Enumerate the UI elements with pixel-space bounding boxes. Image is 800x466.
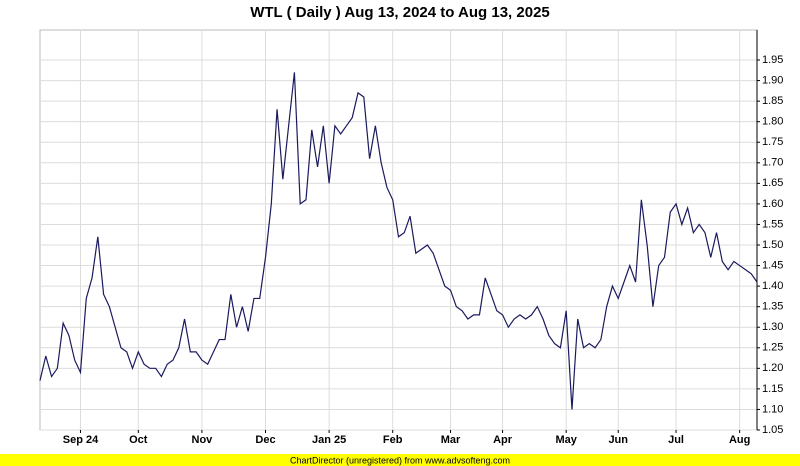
y-tick-label: 1.30 bbox=[762, 321, 783, 333]
x-tick-label: Nov bbox=[192, 434, 214, 446]
y-tick-label: 1.90 bbox=[762, 74, 783, 86]
footer: ChartDirector (unregistered) from www.ad… bbox=[290, 455, 510, 465]
x-tick-label: Aug bbox=[729, 434, 750, 446]
y-tick-label: 1.75 bbox=[762, 136, 783, 148]
x-tick-label: Jun bbox=[608, 434, 628, 446]
y-tick-label: 1.15 bbox=[762, 383, 783, 395]
plot-area bbox=[39, 29, 758, 431]
y-tick-label: 1.65 bbox=[762, 177, 783, 189]
x-tick-label: Jan 25 bbox=[312, 434, 346, 446]
y-tick-label: 1.25 bbox=[762, 342, 783, 354]
x-tick-label: Sep 24 bbox=[63, 434, 99, 446]
x-tick-label: Apr bbox=[493, 434, 513, 446]
x-tick-label: Dec bbox=[255, 434, 275, 446]
y-tick-label: 1.20 bbox=[762, 362, 783, 374]
y-tick-label: 1.95 bbox=[762, 54, 783, 66]
y-tick-label: 1.45 bbox=[762, 259, 783, 271]
chart-title: WTL ( Daily ) Aug 13, 2024 to Aug 13, 20… bbox=[250, 4, 550, 21]
x-tick-label: May bbox=[555, 434, 577, 446]
y-tick-label: 1.35 bbox=[762, 301, 783, 313]
y-tick-label: 1.70 bbox=[762, 157, 783, 169]
footer-band bbox=[0, 454, 800, 466]
x-tick-label: Mar bbox=[441, 434, 461, 446]
y-tick-label: 1.10 bbox=[762, 403, 783, 415]
x-tick-label: Jul bbox=[668, 434, 684, 446]
y-tick-label: 1.50 bbox=[762, 239, 783, 251]
y-tick-label: 1.05 bbox=[762, 424, 783, 436]
x-tick-label: Feb bbox=[383, 434, 403, 446]
y-tick-label: 1.40 bbox=[762, 280, 783, 292]
price-line bbox=[39, 72, 758, 410]
y-tick-label: 1.85 bbox=[762, 95, 783, 107]
y-tick-label: 1.60 bbox=[762, 198, 783, 210]
y-tick-label: 1.80 bbox=[762, 116, 783, 128]
y-tick-label: 1.55 bbox=[762, 218, 783, 230]
x-tick-label: Oct bbox=[129, 434, 148, 446]
